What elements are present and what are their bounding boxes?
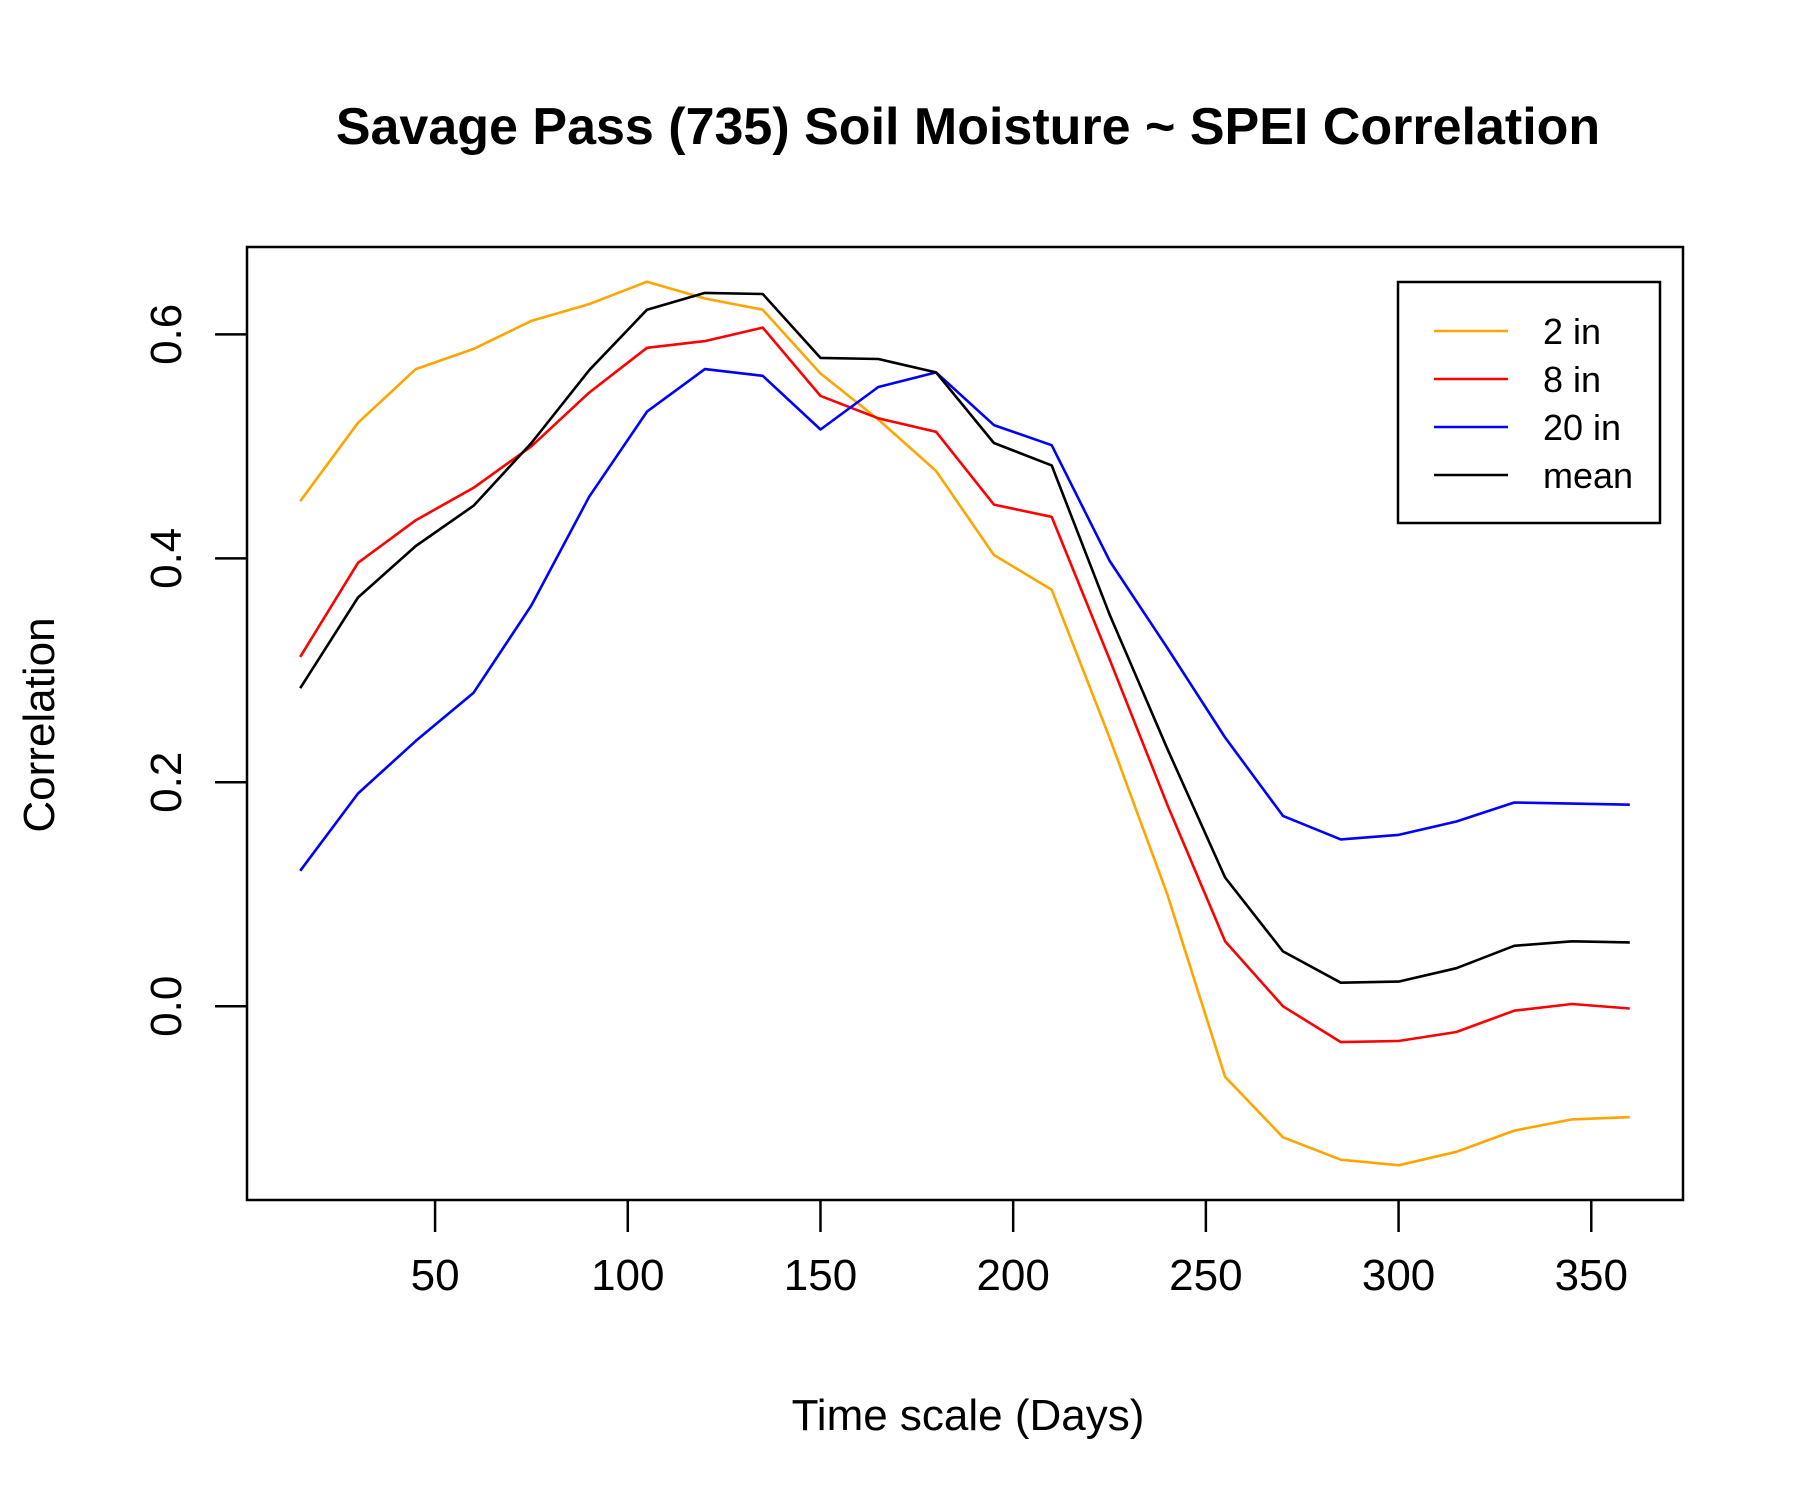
x-tick-label: 100 [591,1251,664,1300]
series-layer [299,280,1630,1167]
y-tick-label: 0.4 [142,528,191,589]
x-axis-label: Time scale (Days) [792,1391,1145,1440]
legend-label-20-in: 20 in [1543,407,1621,448]
y-axis: 0.0 0.2 0.4 0.6 [142,304,247,1037]
x-axis: 50 100 150 200 250 300 350 [411,1200,1628,1300]
x-tick-label: 150 [784,1251,857,1300]
legend-label-2-in: 2 in [1543,311,1601,352]
series-line-mean [299,291,1630,985]
x-tick-label: 50 [411,1251,460,1300]
x-tick-label: 250 [1169,1251,1242,1300]
series-line-20-in [299,367,1630,872]
y-tick-label: 0.6 [142,304,191,365]
legend-label-mean: mean [1543,455,1633,496]
chart-title: Savage Pass (735) Soil Moisture ~ SPEI C… [336,98,1600,156]
x-tick-label: 200 [976,1251,1049,1300]
legend-label-8-in: 8 in [1543,359,1601,400]
series-line-2-in [299,280,1630,1167]
legend-box [1396,280,1662,525]
x-tick-label: 300 [1362,1251,1435,1300]
y-axis-label: Correlation [15,617,64,832]
y-tick-label: 0.2 [142,752,191,813]
legend: 2 in 8 in 20 in mean [1396,280,1662,525]
plot-area-frame [245,245,1685,1202]
y-tick-label: 0.0 [142,976,191,1037]
x-tick-label: 350 [1555,1251,1628,1300]
